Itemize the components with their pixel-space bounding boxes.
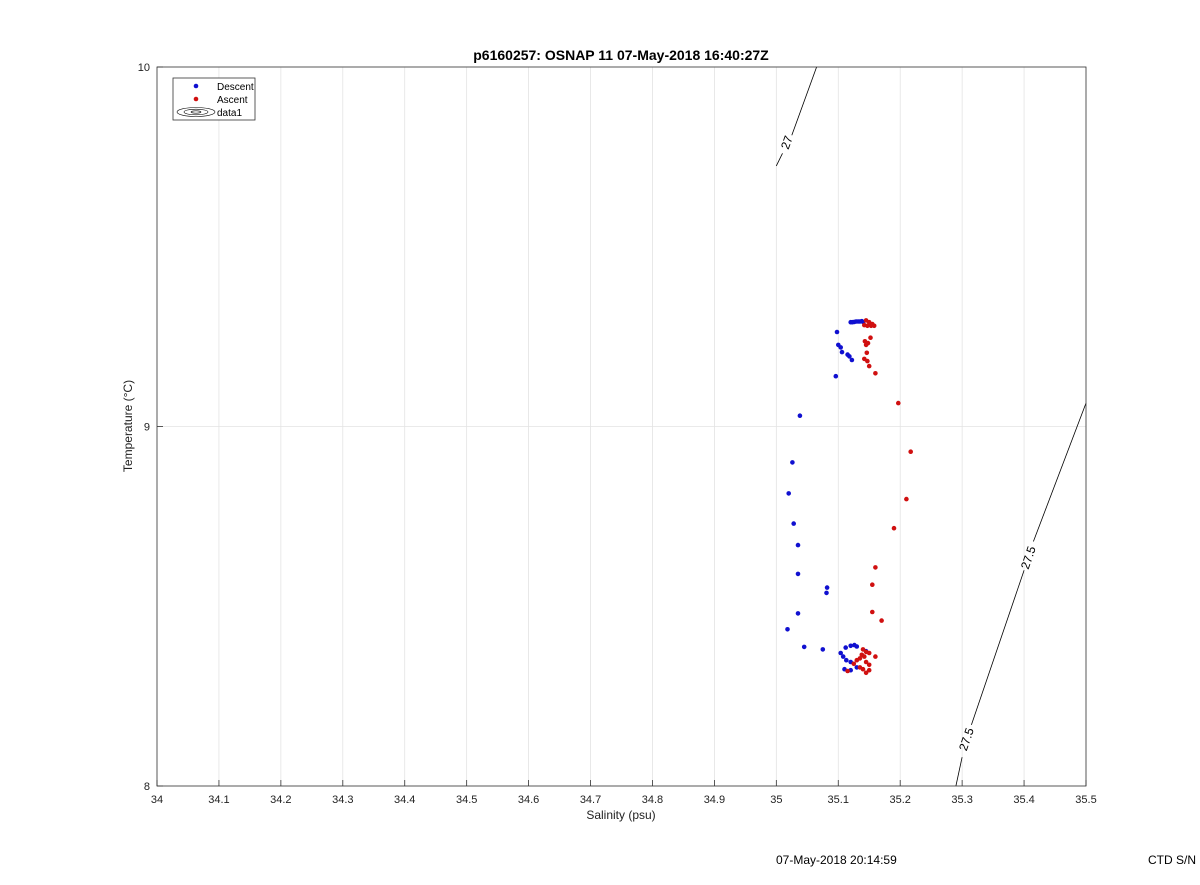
- ascent-point: [866, 662, 872, 668]
- ascent-point: [854, 657, 860, 663]
- legend-descent-label: Descent: [217, 82, 254, 93]
- footer-serial-label: CTD S/N: [1148, 853, 1196, 867]
- descent-point: [795, 542, 801, 548]
- descent-point: [849, 357, 855, 363]
- descent-point: [797, 413, 803, 419]
- x-tick-label: 34.1: [208, 794, 229, 806]
- x-tick-label: 35: [770, 794, 782, 806]
- ascent-point: [868, 335, 873, 341]
- legend: Descent Ascent data1: [172, 77, 256, 121]
- ascent-point: [866, 667, 872, 673]
- legend-ascent-marker: [193, 96, 199, 102]
- ascent-point: [896, 400, 901, 406]
- x-tick-label: 34.7: [580, 794, 601, 806]
- descent-point: [791, 521, 796, 526]
- footer-timestamp: 07-May-2018 20:14:59: [776, 853, 897, 867]
- data-points: [785, 318, 913, 676]
- ascent-point: [865, 358, 870, 364]
- x-tick-label: 34.2: [270, 794, 291, 806]
- contour-line-27-5: [1033, 402, 1087, 542]
- descent-point: [790, 460, 795, 465]
- x-tick-label: 34.9: [704, 794, 725, 806]
- contour-line-27: [775, 153, 783, 167]
- ascent-point: [908, 449, 913, 455]
- ascent-point: [873, 654, 878, 659]
- descent-point: [785, 627, 790, 632]
- x-tick-label: 35.2: [889, 794, 910, 806]
- descent-point: [840, 654, 846, 659]
- legend-contour-icon: [176, 107, 216, 117]
- ascent-point: [863, 670, 869, 676]
- y-axis-label: Temperature (°C): [121, 380, 135, 472]
- ascent-point: [863, 342, 869, 348]
- ascent-point: [864, 350, 870, 356]
- ascent-point: [860, 666, 866, 672]
- descent-point: [848, 643, 853, 649]
- legend-data1-label: data1: [217, 108, 242, 119]
- contour-line-27-5: [955, 757, 963, 787]
- ascent-point: [845, 668, 850, 674]
- x-tick-label: 34: [151, 794, 163, 806]
- x-tick-label: 35.3: [951, 794, 972, 806]
- ascent-point: [904, 496, 909, 502]
- x-tick-label: 34.3: [332, 794, 353, 806]
- ascent-point: [873, 565, 878, 570]
- descent-point: [843, 645, 848, 650]
- ascent-point: [866, 650, 872, 656]
- axis-ticks: 34 34.1 34.2 34.3 34.4 34.5 34.6 34.7 34.8 34.9 35…: [138, 62, 1097, 806]
- chart-title: p6160257: OSNAP 11 07-May-2018 16:40:27Z: [473, 47, 769, 63]
- descent-point: [844, 657, 849, 663]
- y-tick-label: 8: [144, 781, 150, 793]
- descent-point: [847, 354, 852, 359]
- ascent-point: [891, 525, 897, 531]
- descent-point: [838, 345, 843, 350]
- legend-ascent-label: Ascent: [217, 95, 248, 106]
- descent-point: [824, 590, 829, 596]
- y-tick-label: 10: [138, 62, 150, 74]
- ascent-point: [863, 659, 869, 665]
- x-tick-label: 35.4: [1013, 794, 1034, 806]
- ascent-point: [879, 618, 884, 623]
- x-tick-label: 34.6: [518, 794, 539, 806]
- descent-point: [854, 644, 860, 649]
- descent-point: [786, 491, 791, 496]
- descent-point: [838, 650, 843, 656]
- ascent-point: [873, 371, 878, 376]
- x-axis-label: Salinity (psu): [586, 808, 655, 822]
- ascent-point: [870, 582, 875, 587]
- descent-point: [824, 585, 830, 590]
- descent-point: [839, 349, 845, 355]
- x-tick-label: 35.1: [828, 794, 849, 806]
- descent-point: [833, 373, 839, 379]
- legend-box: [172, 77, 256, 121]
- x-tick-label: 34.8: [642, 794, 663, 806]
- descent-point: [795, 611, 801, 616]
- ascent-point: [862, 654, 867, 659]
- y-tick-label: 9: [144, 422, 150, 434]
- legend-descent-marker: [193, 83, 199, 89]
- descent-point: [801, 644, 807, 650]
- ascent-point: [860, 647, 866, 652]
- contour-label: 27: [778, 134, 796, 152]
- descent-point: [820, 647, 826, 652]
- x-tick-label: 34.5: [456, 794, 477, 806]
- ascent-point: [851, 661, 857, 667]
- x-tick-label: 35.5: [1075, 794, 1096, 806]
- x-tick-label: 34.4: [394, 794, 415, 806]
- ascent-point: [865, 323, 870, 329]
- descent-point: [795, 571, 801, 577]
- contour-line-27-5: [971, 570, 1025, 726]
- ascent-point: [871, 323, 877, 329]
- contour-line-27: [791, 66, 817, 136]
- ascent-point: [870, 609, 875, 615]
- descent-point: [834, 329, 840, 335]
- ascent-point: [866, 363, 872, 369]
